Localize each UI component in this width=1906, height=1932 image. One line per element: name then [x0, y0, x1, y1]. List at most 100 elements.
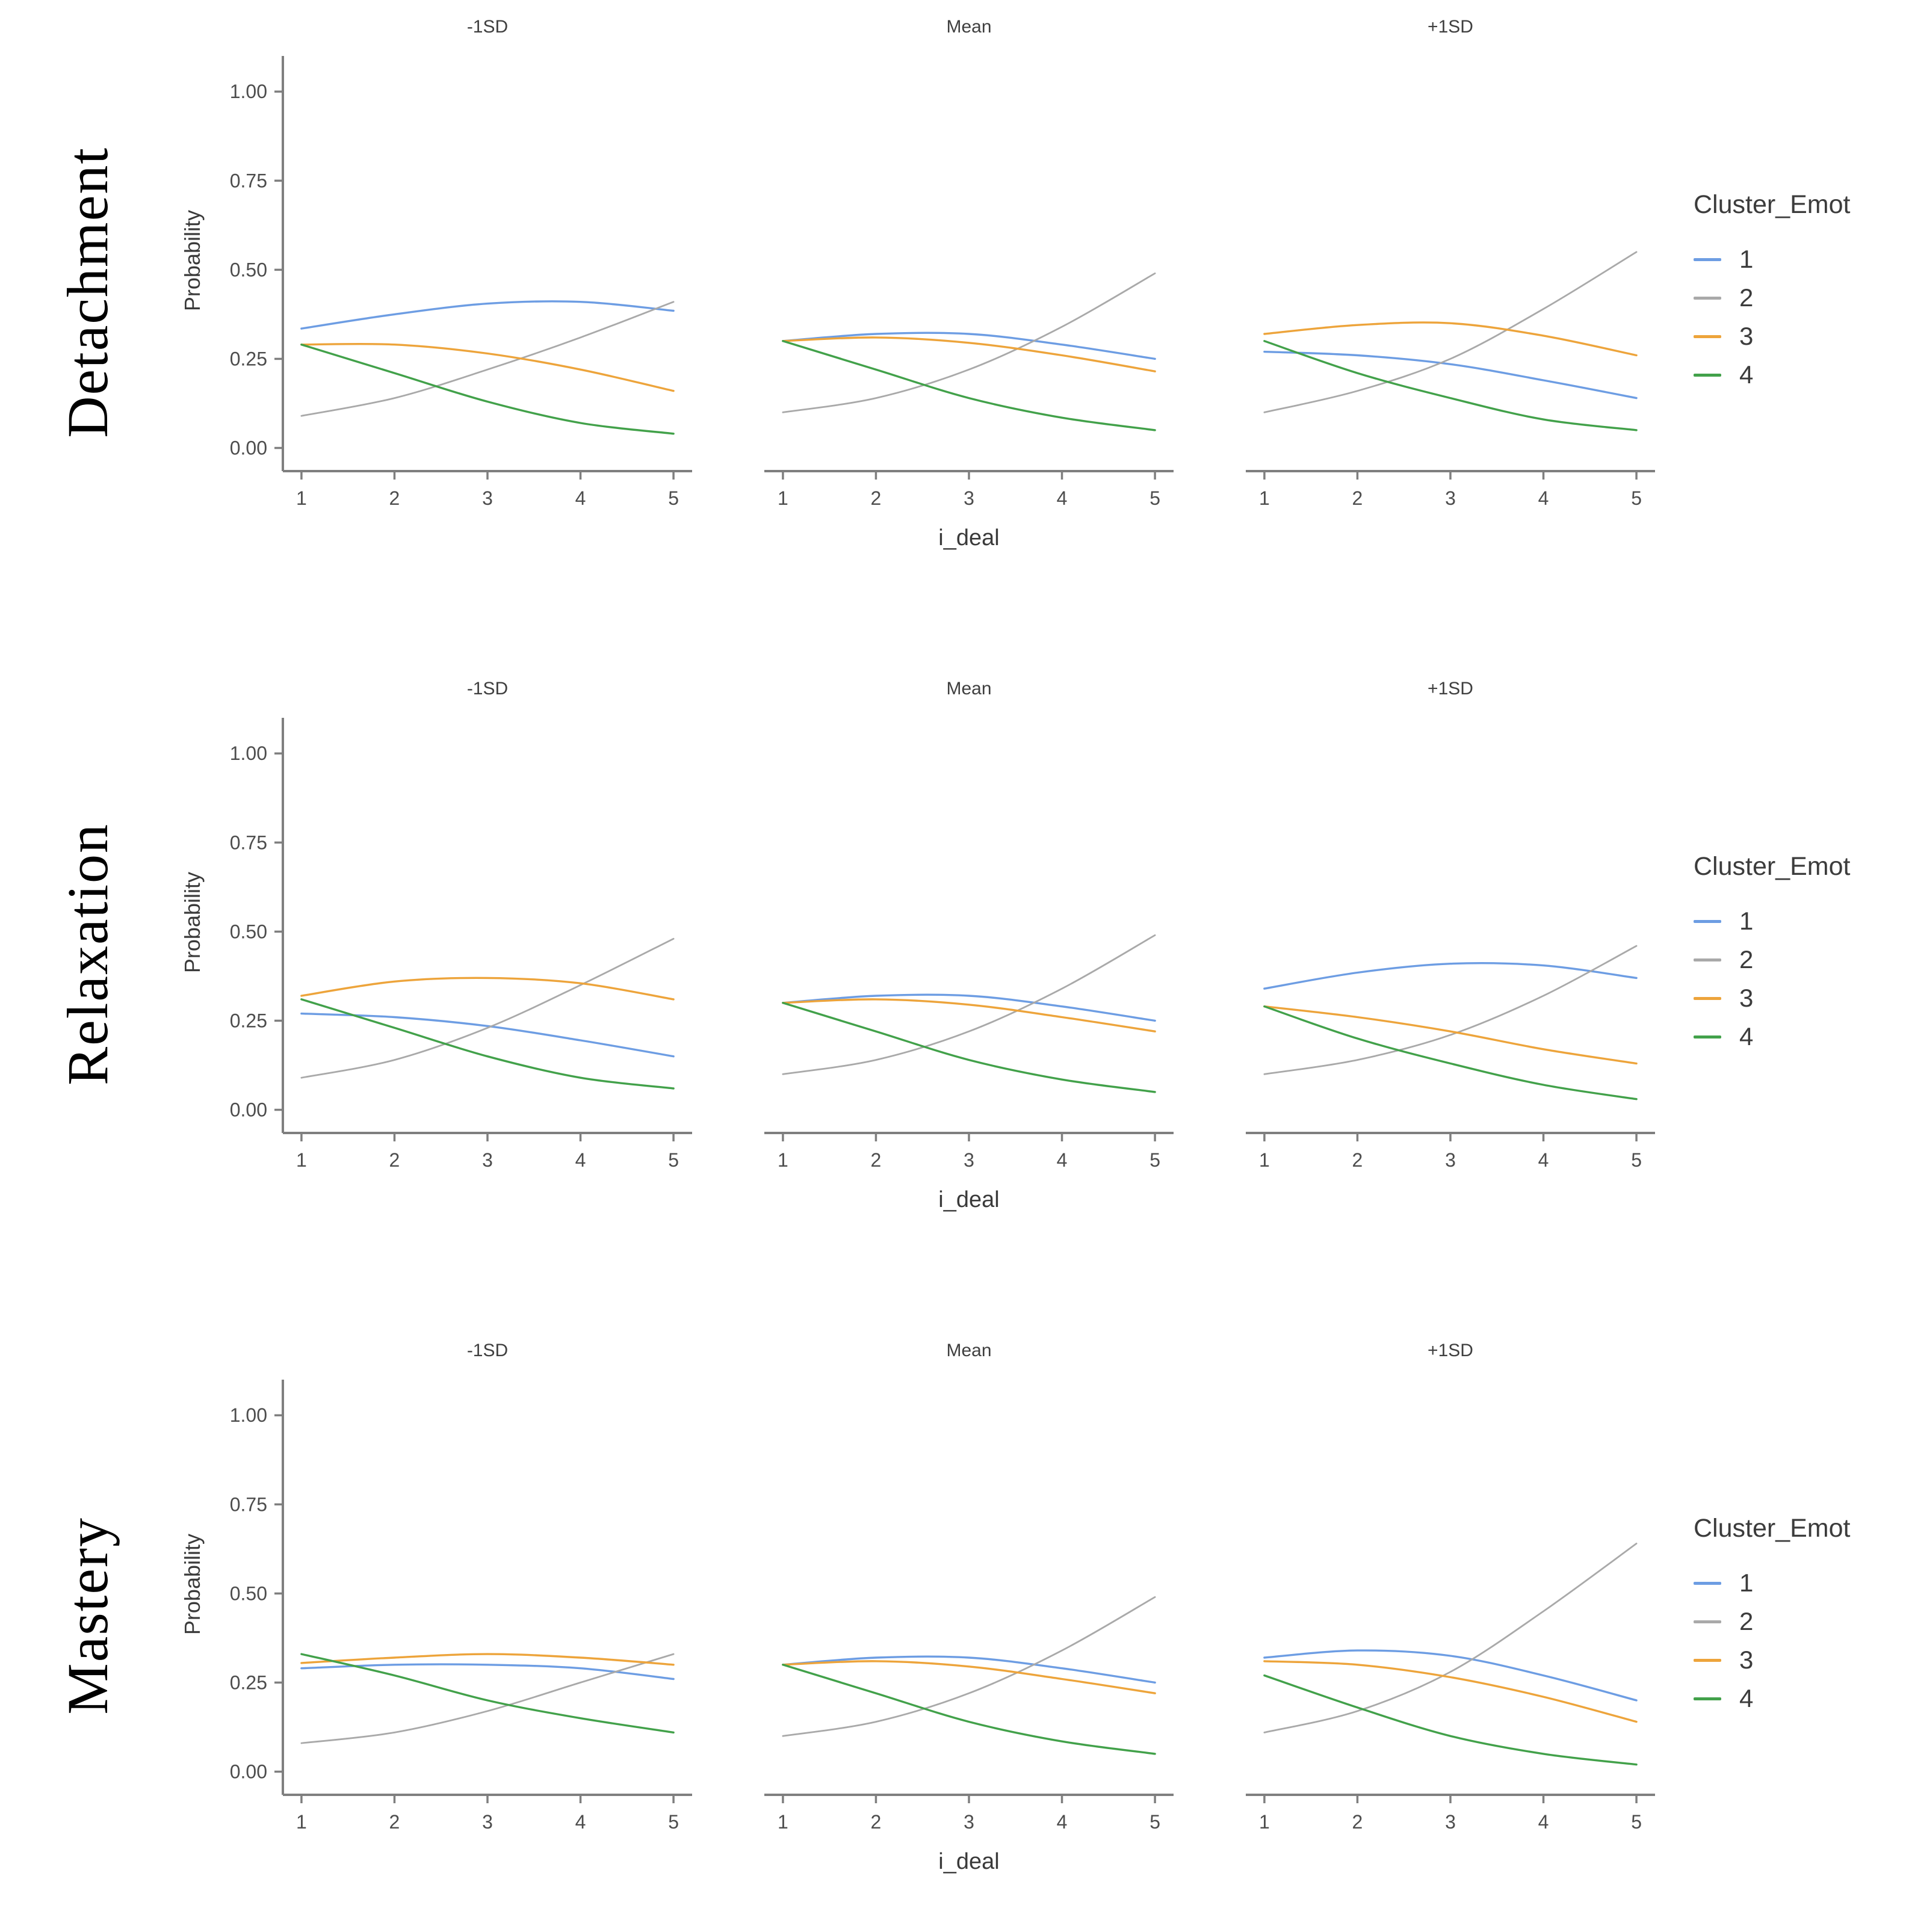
svg-text:1: 1 [296, 1149, 307, 1171]
svg-text:3: 3 [1445, 1811, 1456, 1833]
svg-text:1: 1 [1259, 1811, 1270, 1833]
svg-text:4: 4 [575, 1149, 586, 1171]
svg-text:1: 1 [778, 1811, 788, 1833]
chart-row-mastery: Mastery Probability -1SD 1 2 3 4 5 1.00 0.75 0.… [0, 1341, 1906, 1891]
x-axis-title: i_deal [938, 1187, 1000, 1212]
legend-line-swatch [1694, 958, 1721, 961]
svg-text:0.75: 0.75 [230, 832, 267, 853]
legend-line-swatch [1694, 296, 1721, 300]
svg-text:3: 3 [482, 1149, 493, 1171]
legend-line-swatch [1694, 1581, 1721, 1585]
svg-text:0.75: 0.75 [230, 170, 267, 191]
facet-panel: Mean 1 2 3 4 5 [764, 17, 1174, 567]
panel-plot: 1 2 3 4 5 [1246, 1543, 1655, 1833]
svg-text:5: 5 [1149, 1811, 1160, 1833]
legend-title: Cluster_Emot [1694, 190, 1851, 219]
y-axis-title: Probability [180, 209, 205, 312]
legend-label: 2 [1739, 283, 1754, 312]
legend-line-swatch [1694, 258, 1721, 261]
facet-panel: Mean 1 2 3 4 5 [764, 1341, 1174, 1891]
y-axis-title-col: Probability [175, 17, 211, 567]
svg-text:5: 5 [1631, 1811, 1642, 1833]
facet-strip-title: +1SD [1428, 679, 1473, 699]
legend-label: 4 [1739, 360, 1754, 389]
legend-label: 3 [1739, 1646, 1754, 1674]
svg-text:0.00: 0.00 [230, 1761, 267, 1783]
legend-item: 4 [1694, 362, 1906, 387]
svg-text:3: 3 [964, 487, 974, 509]
legend-label: 2 [1739, 1607, 1754, 1635]
legend-line-swatch [1694, 1658, 1721, 1662]
legend-line-swatch [1694, 335, 1721, 338]
y-axis-title-col: Probability [175, 679, 211, 1229]
legend-label: 3 [1739, 322, 1754, 350]
legend-item: 2 [1694, 285, 1906, 310]
svg-text:1: 1 [296, 487, 307, 509]
legend-item: 3 [1694, 986, 1906, 1011]
svg-text:2: 2 [1352, 1149, 1363, 1171]
svg-text:1: 1 [778, 487, 788, 509]
y-axis-title-col: Probability [175, 1341, 211, 1891]
facet-strip-title: Mean [946, 1341, 992, 1360]
y-axis-title: Probability [180, 871, 205, 974]
svg-text:5: 5 [1631, 487, 1642, 509]
legend-line-swatch [1694, 1035, 1721, 1039]
legend-label: 1 [1739, 1569, 1754, 1597]
legend-item: 1 [1694, 909, 1906, 934]
svg-text:0.00: 0.00 [230, 1099, 267, 1121]
y-axis-title: Probability [180, 1533, 205, 1635]
chart-row-detachment: Detachment Probability -1SD 1 2 3 4 5 1.00 0.7… [0, 17, 1906, 567]
svg-text:2: 2 [389, 1149, 400, 1171]
legend-line-swatch [1694, 1697, 1721, 1700]
legend-line-swatch [1694, 373, 1721, 377]
facet-strip-title: +1SD [1428, 17, 1473, 37]
panel-plot: 1 2 3 4 5 [1246, 945, 1655, 1171]
svg-text:5: 5 [668, 487, 679, 509]
svg-text:2: 2 [871, 1811, 882, 1833]
facet-panel: Mean 1 2 3 4 5 [764, 679, 1174, 1229]
legend-item: 1 [1694, 247, 1906, 272]
svg-text:1: 1 [296, 1811, 307, 1833]
legend-item: 3 [1694, 1647, 1906, 1673]
facet-strip-title: -1SD [466, 17, 509, 37]
row-label-col: Mastery [0, 1341, 175, 1891]
legend-item: 4 [1694, 1686, 1906, 1711]
facet-panel: -1SD 1 2 3 4 5 1.00 0.75 0.50 0.25 0.00 [211, 17, 692, 567]
facet-panel: -1SD 1 2 3 4 5 1.00 0.75 0.50 0.25 0.00 [211, 679, 692, 1229]
svg-text:0.50: 0.50 [230, 259, 267, 280]
svg-text:0.25: 0.25 [230, 1010, 267, 1031]
svg-text:2: 2 [871, 1149, 882, 1171]
svg-text:1.00: 1.00 [230, 1404, 267, 1426]
svg-text:2: 2 [389, 487, 400, 509]
facet-panel: +1SD 1 2 3 4 5 [1246, 17, 1655, 567]
svg-text:4: 4 [1057, 1149, 1068, 1171]
facet-panel: +1SD 1 2 3 4 5 [1246, 1341, 1655, 1891]
legend-label: 2 [1739, 945, 1754, 974]
panel-plot: 1 2 3 4 5 1.00 0.75 0.50 0.25 0.00 [230, 56, 692, 509]
legend-label: 3 [1739, 984, 1754, 1012]
svg-text:0.75: 0.75 [230, 1493, 267, 1515]
legend-line-swatch [1694, 1620, 1721, 1623]
svg-text:3: 3 [964, 1811, 974, 1833]
legend-label: 4 [1739, 1684, 1754, 1712]
legend-item: 3 [1694, 324, 1906, 349]
chart-row-relaxation: Relaxation Probability -1SD 1 2 3 4 5 1.00 0.7… [0, 679, 1906, 1229]
facet-strip-title: -1SD [466, 1341, 509, 1360]
panel-plot: 1 2 3 4 5 [764, 272, 1174, 509]
row-label-mastery: Mastery [55, 1517, 120, 1715]
facet-strip-title: -1SD [466, 679, 509, 699]
facet-panel: -1SD 1 2 3 4 5 1.00 0.75 0.50 0.25 0.00 [211, 1341, 692, 1891]
legend-title: Cluster_Emot [1694, 1514, 1851, 1543]
x-axis-title: i_deal [938, 525, 1000, 551]
row-label-relaxation: Relaxation [55, 822, 120, 1085]
svg-text:1: 1 [778, 1149, 788, 1171]
svg-text:2: 2 [871, 487, 882, 509]
faceted-line-chart-figure: Detachment Probability -1SD 1 2 3 4 5 1.00 0.7… [0, 17, 1906, 1891]
svg-text:3: 3 [964, 1149, 974, 1171]
svg-text:0.25: 0.25 [230, 1671, 267, 1693]
svg-text:1.00: 1.00 [230, 81, 267, 102]
svg-text:5: 5 [1631, 1149, 1642, 1171]
legend-item: 1 [1694, 1570, 1906, 1596]
panel-plot: 1 2 3 4 5 1.00 0.75 0.50 0.25 0.00 [230, 718, 692, 1171]
facet-strip-title: +1SD [1428, 1341, 1473, 1360]
